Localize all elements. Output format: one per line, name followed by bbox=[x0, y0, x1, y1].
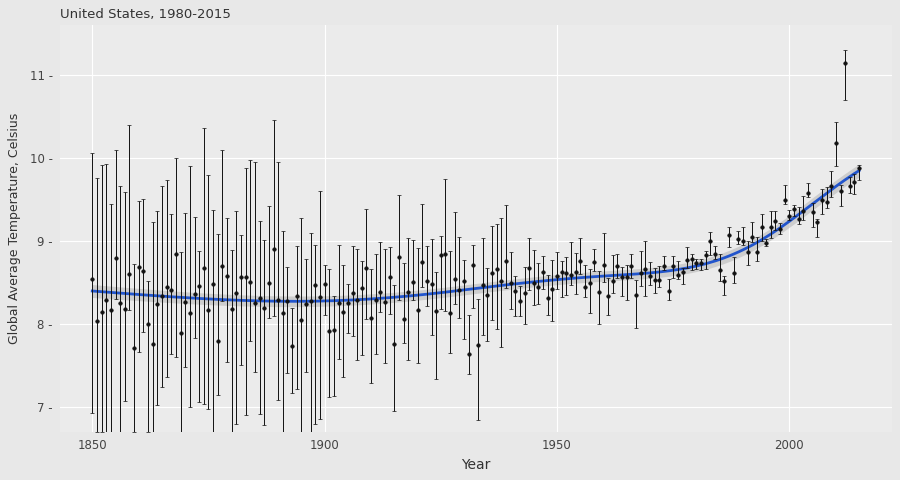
Y-axis label: Global Average Temperature, Celsius: Global Average Temperature, Celsius bbox=[8, 113, 22, 344]
X-axis label: Year: Year bbox=[461, 457, 491, 472]
Text: United States, 1980-2015: United States, 1980-2015 bbox=[59, 8, 230, 21]
